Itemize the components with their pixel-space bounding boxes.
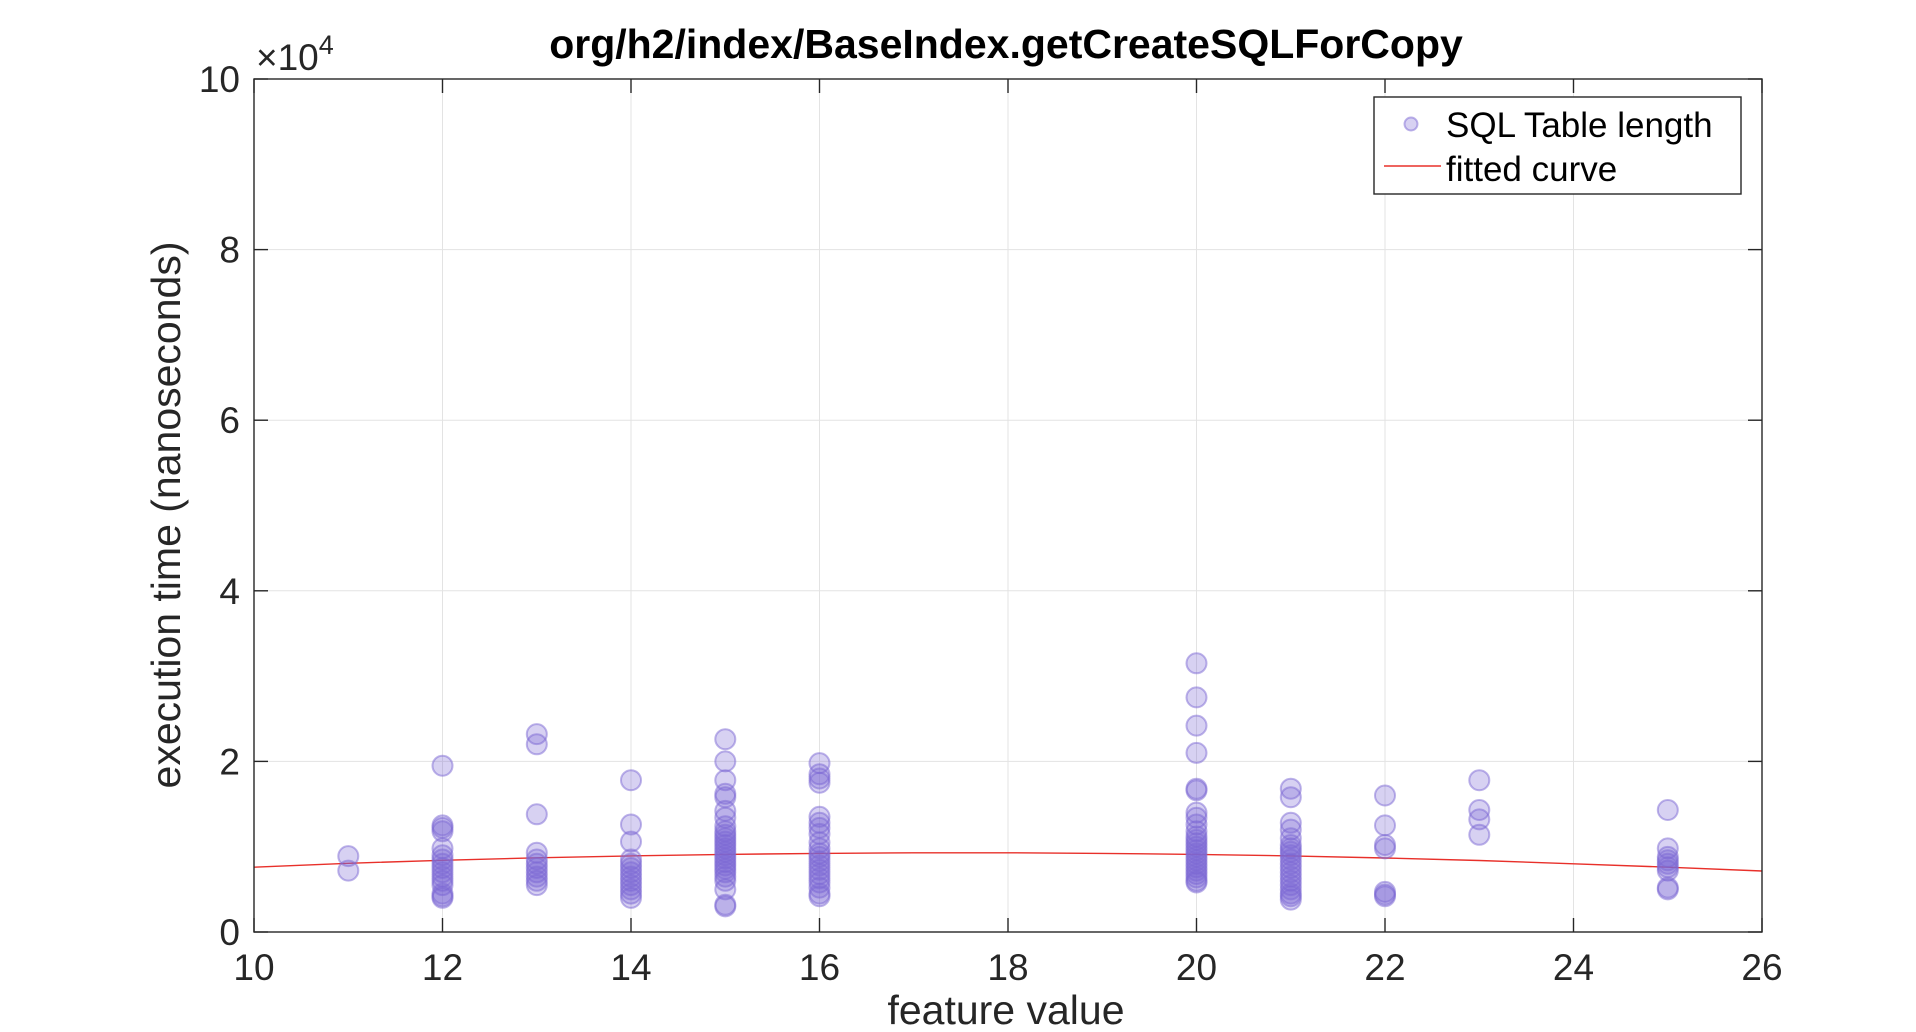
scatter-point xyxy=(1185,820,1208,843)
y-tick-label: 0 xyxy=(219,912,240,953)
x-tick-label: 14 xyxy=(610,947,651,988)
scatter-point xyxy=(1468,769,1491,792)
scatter-point xyxy=(808,885,831,908)
x-tick-label: 18 xyxy=(987,947,1028,988)
scatter-points-layer xyxy=(337,652,1679,918)
scatter-point xyxy=(808,771,831,794)
scatter-point xyxy=(337,859,360,882)
scatter-point xyxy=(1374,885,1396,908)
scatter-point xyxy=(1279,811,1302,834)
legend: SQL Table length fitted curve xyxy=(1373,96,1742,195)
scatter-point xyxy=(1656,859,1679,882)
scatter-point xyxy=(620,769,642,792)
scatter-point xyxy=(1374,784,1396,807)
y-tick-label: 4 xyxy=(219,571,240,612)
x-tick-label: 26 xyxy=(1741,947,1782,988)
y-axis-label: execution time (nanoseconds) xyxy=(143,242,189,789)
scatter-point xyxy=(1279,888,1302,911)
scatter-point xyxy=(1185,652,1208,675)
x-tick-label: 20 xyxy=(1176,947,1217,988)
scatter-point xyxy=(714,869,737,892)
scatter-point xyxy=(714,728,737,751)
x-tick-label: 16 xyxy=(799,947,840,988)
scatter-point xyxy=(525,874,548,897)
scatter-point xyxy=(1279,786,1302,809)
scatter-point xyxy=(1279,818,1302,841)
scatter-point xyxy=(1185,686,1208,709)
scatter-point xyxy=(1374,814,1396,837)
scatter-point xyxy=(1185,813,1208,836)
scatter-point xyxy=(525,803,548,826)
scatter-point xyxy=(1185,801,1208,824)
legend-label-curve: fitted curve xyxy=(1446,150,1617,189)
legend-label-scatter: SQL Table length xyxy=(1446,106,1713,145)
y-tick-label: 6 xyxy=(219,400,240,441)
y-exponent-label: ×104 xyxy=(256,30,334,78)
legend-box xyxy=(1373,96,1742,195)
fitted-curve-line xyxy=(253,852,1763,872)
scatter-point xyxy=(1656,799,1679,821)
chart-title: org/h2/index/BaseIndex.getCreateSQLForCo… xyxy=(549,21,1463,67)
grid xyxy=(254,79,1762,932)
scatter-point xyxy=(714,878,737,901)
scatter-point xyxy=(714,750,737,773)
scatter-point xyxy=(1374,837,1396,860)
scatter-point xyxy=(620,813,642,836)
scatter-point xyxy=(1185,871,1208,894)
scatter-point xyxy=(620,886,642,909)
y-tick-label: 2 xyxy=(219,741,240,782)
x-axis-label: feature value xyxy=(887,987,1124,1032)
x-tick-label: 10 xyxy=(233,947,274,988)
scatter-point xyxy=(714,895,737,918)
fitted-curve-layer xyxy=(253,852,1763,872)
scatter-point xyxy=(525,733,548,756)
scatter-point xyxy=(714,815,737,838)
scatter-point xyxy=(1279,777,1302,800)
legend-marker-scatter xyxy=(1403,116,1419,132)
scatter-point xyxy=(1656,837,1679,860)
scatter-point xyxy=(1656,878,1679,901)
scatter-point xyxy=(808,876,831,899)
scatter-point xyxy=(431,820,454,843)
scatter-point xyxy=(808,805,831,828)
scatter-point xyxy=(1185,779,1208,802)
x-tick-label: 22 xyxy=(1364,947,1405,988)
scatter-point xyxy=(431,886,454,909)
x-tick-label: 24 xyxy=(1553,947,1594,988)
x-tick-label: 12 xyxy=(422,947,463,988)
scatter-point xyxy=(620,830,642,853)
scatter-point xyxy=(1468,823,1491,846)
y-tick-label: 8 xyxy=(219,230,240,271)
scatter-point xyxy=(431,754,454,777)
y-tick-label: 10 xyxy=(199,59,240,100)
scatter-point xyxy=(1185,714,1208,737)
scatter-point xyxy=(1468,808,1491,831)
scatter-point xyxy=(1185,741,1208,764)
